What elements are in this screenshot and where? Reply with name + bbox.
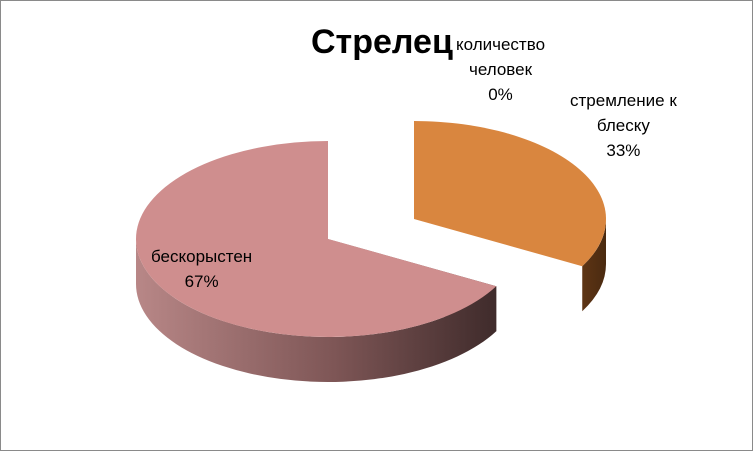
slice-label-selfless: бескорыстен 67% [151,244,252,294]
slice-side-2 [136,239,497,382]
slice-label-selfless-percent: 67% [184,272,219,291]
slice-label-brilliance-line1: стремление к [570,91,677,110]
slice-label-quantity-line2: человек [468,60,533,79]
slice-label-brilliance: стремление к блеску 33% [570,88,677,163]
slice-label-brilliance-percent: 33% [606,141,641,160]
slice-label-quantity-percent: 0% [488,85,513,104]
pie-slice-1 [414,121,606,267]
slice-label-quantity: количество человек 0% [456,32,545,107]
slice-side-1 [582,219,606,312]
chart-title: Стрелец [311,23,453,61]
slice-label-brilliance-line2: блеску [596,116,650,135]
slice-label-quantity-line1: количество [456,35,546,54]
slice-label-selfless-line1: бескорыстен [151,247,253,266]
pie-slice-2 [136,141,497,337]
